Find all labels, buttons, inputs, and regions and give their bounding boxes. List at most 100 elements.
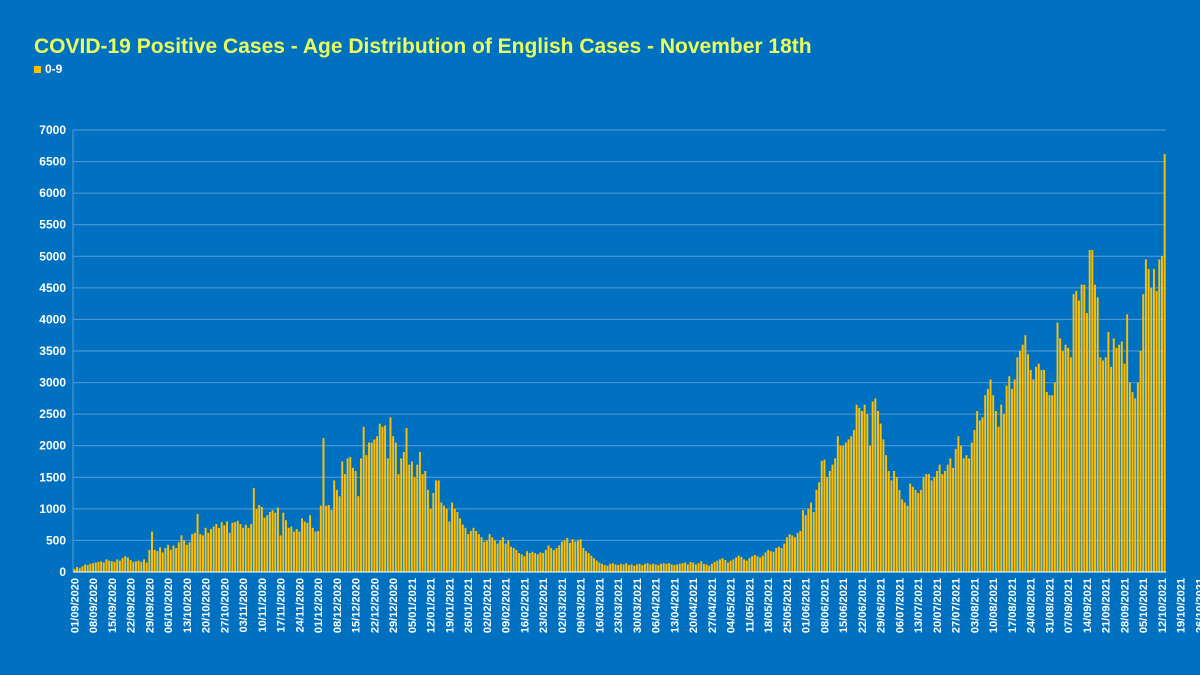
bar bbox=[322, 438, 325, 572]
bar bbox=[1045, 392, 1048, 572]
bar bbox=[252, 488, 255, 572]
bar bbox=[981, 417, 984, 572]
bar bbox=[153, 549, 156, 572]
x-tick-label: 24/11/2020 bbox=[294, 578, 306, 632]
x-tick-label: 02/03/2021 bbox=[557, 578, 569, 633]
bar bbox=[303, 521, 306, 572]
bar bbox=[140, 561, 143, 572]
bar bbox=[263, 517, 266, 572]
bar bbox=[1032, 379, 1035, 572]
bar bbox=[191, 534, 194, 572]
bar bbox=[761, 555, 764, 572]
bar bbox=[143, 559, 145, 572]
bar bbox=[748, 558, 751, 572]
y-tick-label: 2000 bbox=[39, 439, 66, 453]
bar bbox=[697, 563, 700, 572]
bar bbox=[772, 551, 775, 572]
bar bbox=[686, 564, 689, 572]
bar bbox=[121, 558, 124, 572]
x-tick-label: 17/08/2021 bbox=[1007, 578, 1019, 633]
bar bbox=[402, 452, 405, 572]
x-tick-label: 16/02/2021 bbox=[519, 578, 531, 633]
bar bbox=[317, 530, 320, 572]
bar bbox=[346, 458, 349, 572]
bar bbox=[914, 489, 917, 572]
bar bbox=[729, 560, 732, 572]
x-tick-label: 31/08/2021 bbox=[1044, 578, 1056, 633]
bar bbox=[185, 544, 188, 572]
bar bbox=[941, 474, 944, 572]
bar bbox=[780, 548, 783, 572]
bar bbox=[777, 546, 780, 572]
bar bbox=[984, 395, 987, 572]
bar bbox=[957, 436, 960, 572]
bar bbox=[456, 512, 459, 572]
x-tick-label: 15/09/2020 bbox=[107, 578, 119, 633]
bar bbox=[392, 436, 395, 572]
bar bbox=[577, 540, 579, 572]
bar bbox=[719, 559, 721, 572]
bar bbox=[890, 480, 893, 572]
bar bbox=[1120, 341, 1123, 572]
bar bbox=[231, 522, 234, 572]
bar bbox=[992, 395, 995, 572]
bar bbox=[815, 489, 818, 572]
bar bbox=[544, 549, 547, 572]
bar bbox=[108, 560, 111, 572]
bar bbox=[467, 534, 470, 572]
x-tick-label: 03/08/2021 bbox=[969, 578, 981, 633]
bar bbox=[909, 483, 912, 572]
bar bbox=[1152, 268, 1155, 572]
y-tick-label: 500 bbox=[46, 533, 66, 547]
bar bbox=[649, 564, 652, 572]
x-tick-label: 03/11/2020 bbox=[238, 578, 250, 632]
bar bbox=[831, 464, 834, 572]
bar bbox=[445, 508, 448, 572]
bar bbox=[547, 545, 550, 572]
bar bbox=[935, 470, 938, 572]
bar bbox=[113, 561, 116, 572]
bar bbox=[922, 477, 925, 572]
y-tick-label: 1000 bbox=[39, 502, 66, 516]
bar bbox=[258, 505, 261, 572]
bar bbox=[92, 563, 95, 572]
bar bbox=[965, 455, 968, 572]
bar bbox=[536, 554, 539, 572]
bar bbox=[978, 420, 981, 572]
x-tick-label: 08/06/2021 bbox=[819, 578, 831, 633]
bar bbox=[994, 410, 997, 572]
bar bbox=[461, 524, 464, 572]
bar bbox=[756, 556, 759, 572]
bar bbox=[295, 529, 298, 572]
bar bbox=[692, 562, 695, 572]
bar bbox=[459, 518, 462, 572]
bar bbox=[137, 560, 140, 572]
bar bbox=[668, 563, 671, 572]
bar bbox=[670, 564, 673, 572]
bar bbox=[609, 563, 612, 572]
bar bbox=[635, 564, 638, 572]
bar bbox=[129, 560, 132, 572]
bar bbox=[124, 556, 127, 572]
bar bbox=[676, 564, 679, 572]
bar bbox=[338, 496, 341, 572]
x-tick-label: 28/09/2021 bbox=[1119, 578, 1131, 633]
bar bbox=[858, 407, 861, 572]
bar bbox=[606, 565, 609, 572]
bar bbox=[126, 557, 129, 572]
legend-swatch-icon bbox=[34, 65, 41, 73]
x-tick-label: 13/04/2021 bbox=[669, 578, 681, 633]
bar bbox=[118, 560, 121, 572]
bar bbox=[268, 512, 271, 572]
bar bbox=[587, 553, 590, 572]
bar bbox=[1080, 284, 1083, 572]
bar bbox=[906, 505, 909, 572]
bar bbox=[1147, 268, 1150, 572]
bar bbox=[970, 442, 973, 572]
bar bbox=[271, 510, 274, 572]
bar bbox=[850, 436, 853, 572]
bar bbox=[836, 436, 839, 572]
bar bbox=[512, 548, 515, 572]
bar bbox=[276, 507, 279, 572]
bar bbox=[520, 554, 523, 572]
